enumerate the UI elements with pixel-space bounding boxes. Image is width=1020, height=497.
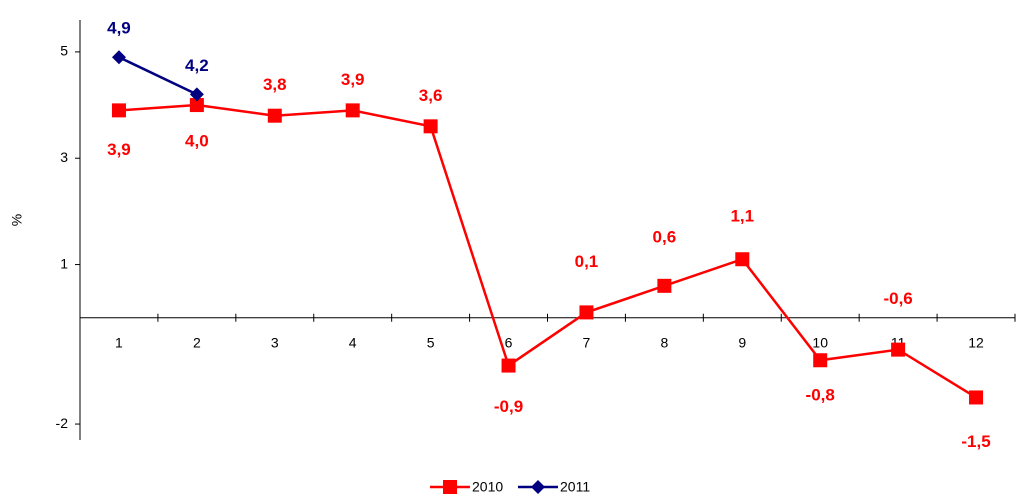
marker <box>891 342 906 357</box>
y-tick-label: -2 <box>56 415 69 431</box>
data-label: -1,5 <box>961 432 990 451</box>
x-tick-label: 9 <box>738 334 746 350</box>
x-tick-label: 5 <box>427 334 435 350</box>
data-label: 1,1 <box>730 207 754 226</box>
data-label: -0,9 <box>494 397 523 416</box>
marker <box>579 305 594 320</box>
marker <box>189 98 204 113</box>
marker <box>111 103 126 118</box>
marker <box>345 103 360 118</box>
marker <box>189 87 204 102</box>
data-label: 4,2 <box>185 56 209 75</box>
x-tick-label: 6 <box>505 334 513 350</box>
x-tick-label: 1 <box>115 334 123 350</box>
x-tick-label: 2 <box>193 334 201 350</box>
marker <box>969 390 984 405</box>
data-label: 4,9 <box>107 19 131 38</box>
line <box>118 103 977 399</box>
data-label: -0,8 <box>806 386 835 405</box>
line <box>118 56 198 96</box>
data-label: 3,6 <box>419 86 443 105</box>
y-tick-label: 3 <box>60 149 68 165</box>
data-label: 0,1 <box>575 252 599 271</box>
data-label: 3,9 <box>107 140 131 159</box>
data-label: 4,0 <box>185 132 209 151</box>
data-label: 3,9 <box>341 70 365 89</box>
x-tick-label: 10 <box>812 334 828 350</box>
data-label: 0,6 <box>653 227 677 246</box>
x-tick-label: 3 <box>271 334 279 350</box>
marker <box>111 50 126 65</box>
x-tick-label: 8 <box>660 334 668 350</box>
marker <box>267 108 282 123</box>
marker <box>501 358 516 373</box>
y-tick-label: 1 <box>60 255 68 271</box>
x-tick-label: 12 <box>968 334 984 350</box>
x-tick-label: 7 <box>583 334 591 350</box>
marker <box>531 480 545 494</box>
marker <box>423 119 438 134</box>
data-label: -0,6 <box>883 289 912 308</box>
marker <box>443 480 457 494</box>
data-label: 3,8 <box>263 75 287 94</box>
marker <box>813 353 828 368</box>
marker <box>657 278 672 293</box>
marker <box>735 252 750 267</box>
legend-label: 2010 <box>472 479 503 495</box>
y-tick-label: 5 <box>60 43 68 59</box>
legend-label: 2011 <box>560 479 590 495</box>
x-tick-label: 4 <box>349 334 357 350</box>
y-axis-label: % <box>9 214 25 226</box>
